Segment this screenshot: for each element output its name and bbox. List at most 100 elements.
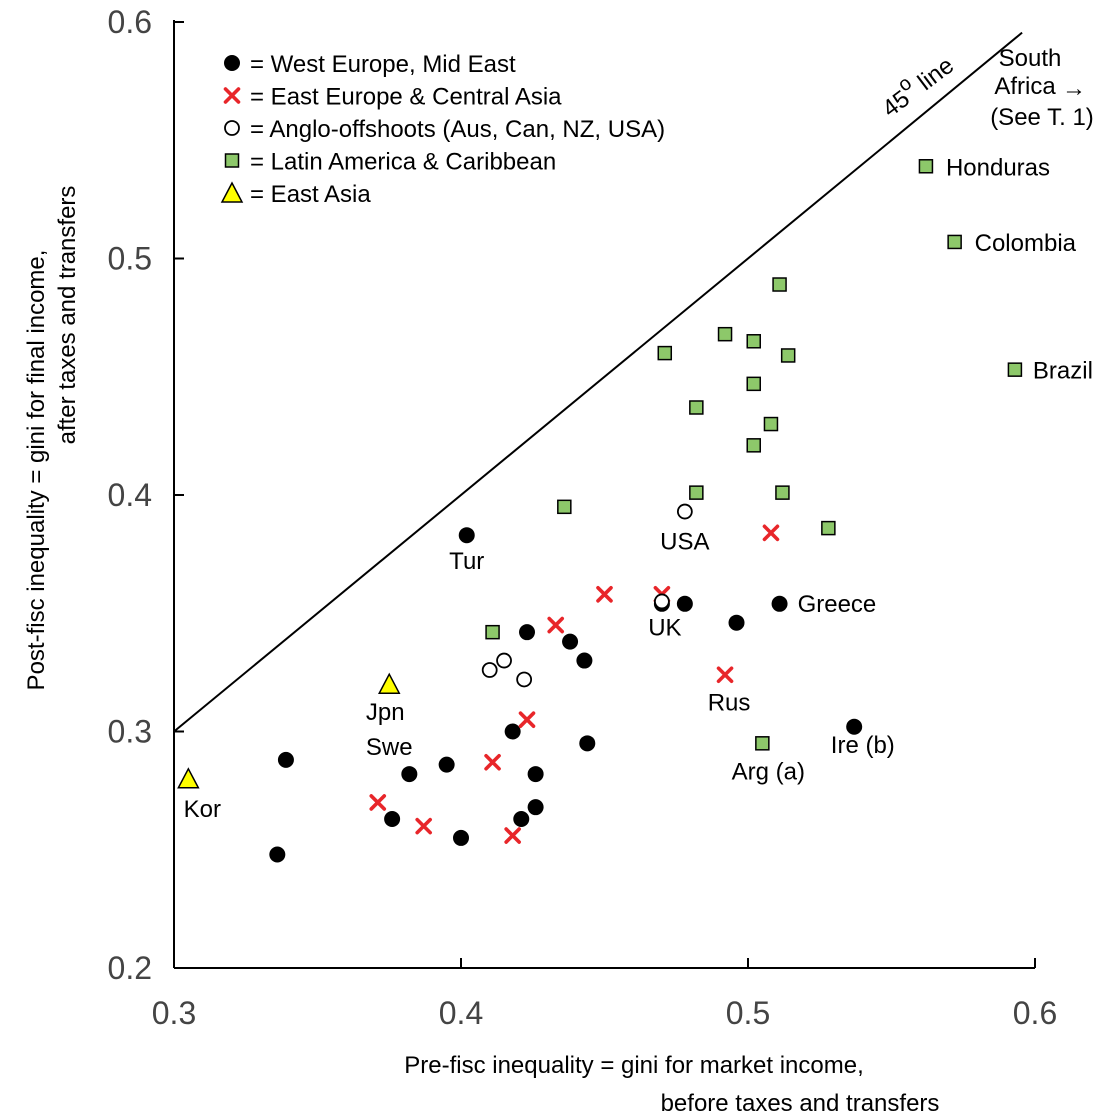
data-point (369, 794, 387, 811)
data-point (846, 718, 863, 735)
data-point (485, 624, 500, 640)
point-label: Tur (449, 548, 484, 575)
data-point (527, 766, 544, 783)
point-label: UK (648, 614, 681, 641)
axis-titles: Pre-fisc inequality = gini for market in… (23, 186, 939, 1117)
data-point (384, 811, 401, 828)
data-point (728, 614, 745, 631)
legend-label: = East Asia (250, 181, 371, 208)
data-point (654, 593, 670, 610)
annotation-label: Swe (366, 734, 413, 761)
point-label: Greece (798, 591, 877, 618)
data-point (771, 595, 788, 612)
point-label: Rus (708, 690, 751, 717)
annotation-line: South (999, 45, 1062, 72)
legend-marker (223, 87, 241, 104)
data-point (947, 234, 962, 250)
series-1 (369, 524, 780, 844)
point-label: Honduras (946, 154, 1050, 181)
data-points (177, 159, 1023, 863)
data-point (716, 666, 734, 684)
series-4 (177, 672, 401, 789)
data-point (458, 527, 475, 544)
data-point (496, 652, 512, 669)
legend-marker (224, 55, 240, 71)
point-label: Brazil (1033, 358, 1093, 385)
data-point (772, 277, 787, 292)
y-tick-label: 0.4 (108, 477, 152, 513)
x-tick-label: 0.6 (1013, 995, 1057, 1031)
x-axis-title: before taxes and transfers (661, 1090, 940, 1117)
data-point (755, 736, 770, 751)
series-3 (485, 159, 1023, 751)
data-point (519, 624, 536, 641)
data-point (504, 723, 521, 740)
data-point (689, 400, 704, 415)
data-point (453, 829, 469, 846)
x-axis-title: Pre-fisc inequality = gini for market in… (404, 1052, 864, 1079)
data-point (518, 711, 536, 728)
data-point (763, 416, 779, 432)
data-point (415, 817, 432, 835)
data-point (484, 753, 501, 771)
legend-marker (220, 181, 244, 203)
data-point (717, 326, 733, 342)
data-point (576, 652, 593, 669)
data-point (780, 348, 796, 363)
data-point (746, 438, 761, 453)
data-point (513, 811, 530, 828)
x-tick-label: 0.4 (439, 995, 483, 1031)
y-tick-label: 0.2 (108, 950, 152, 986)
series-0 (269, 527, 863, 863)
data-point (1007, 362, 1023, 377)
point-label: Colombia (975, 230, 1077, 257)
data-point (277, 751, 294, 768)
arrow-icon: → (1062, 75, 1086, 102)
legend-label: = Anglo-offshoots (Aus, Can, NZ, USA) (250, 116, 665, 143)
point-label: Arg (a) (732, 758, 805, 785)
legend: = West Europe, Mid East = East Europe & C… (220, 51, 665, 208)
point-label: USA (660, 529, 709, 556)
legend-label: = Latin America & Caribbean (250, 149, 556, 176)
data-point (579, 735, 596, 752)
data-point (481, 662, 498, 678)
data-point (557, 499, 572, 515)
data-point (378, 672, 401, 694)
data-point (562, 633, 579, 650)
legend-label: = East Europe & Central Asia (250, 84, 562, 111)
y-axis-title: Post-fisc inequality = gini for final in… (23, 250, 50, 691)
y-tick-label: 0.6 (108, 4, 152, 40)
reference-line (173, 31, 1023, 733)
y-tick-label: 0.3 (108, 714, 152, 750)
data-point (438, 756, 455, 773)
ticks: 0.3 0.4 0.5 0.60.20.30.40.50.6 (108, 4, 1058, 1031)
data-point (177, 767, 200, 789)
data-point (689, 485, 704, 500)
annotation-line: (See T. 1) (990, 104, 1094, 131)
data-point (657, 345, 673, 361)
reference-line-label: 45o line (873, 46, 959, 123)
data-point (676, 595, 693, 612)
data-point (762, 524, 780, 542)
legend-marker (224, 120, 240, 136)
legend-marker (224, 153, 240, 168)
data-point (269, 846, 286, 863)
data-point (746, 376, 761, 392)
data-point (547, 616, 565, 634)
x-tick-label: 0.3 (152, 995, 196, 1031)
data-point (516, 671, 533, 688)
point-label: Kor (184, 796, 221, 823)
series-2 (481, 503, 693, 688)
data-point (676, 503, 693, 520)
point-labels: Tur Greece Rus USA UK Honduras Colombia Brazil A… (184, 154, 1093, 823)
data-point (918, 159, 934, 174)
data-point (775, 485, 790, 500)
data-point (504, 827, 521, 844)
data-point (596, 586, 613, 603)
data-point (401, 766, 418, 783)
y-tick-label: 0.5 (108, 241, 152, 277)
annotation-line: Africa (994, 73, 1056, 100)
data-point (527, 799, 544, 816)
